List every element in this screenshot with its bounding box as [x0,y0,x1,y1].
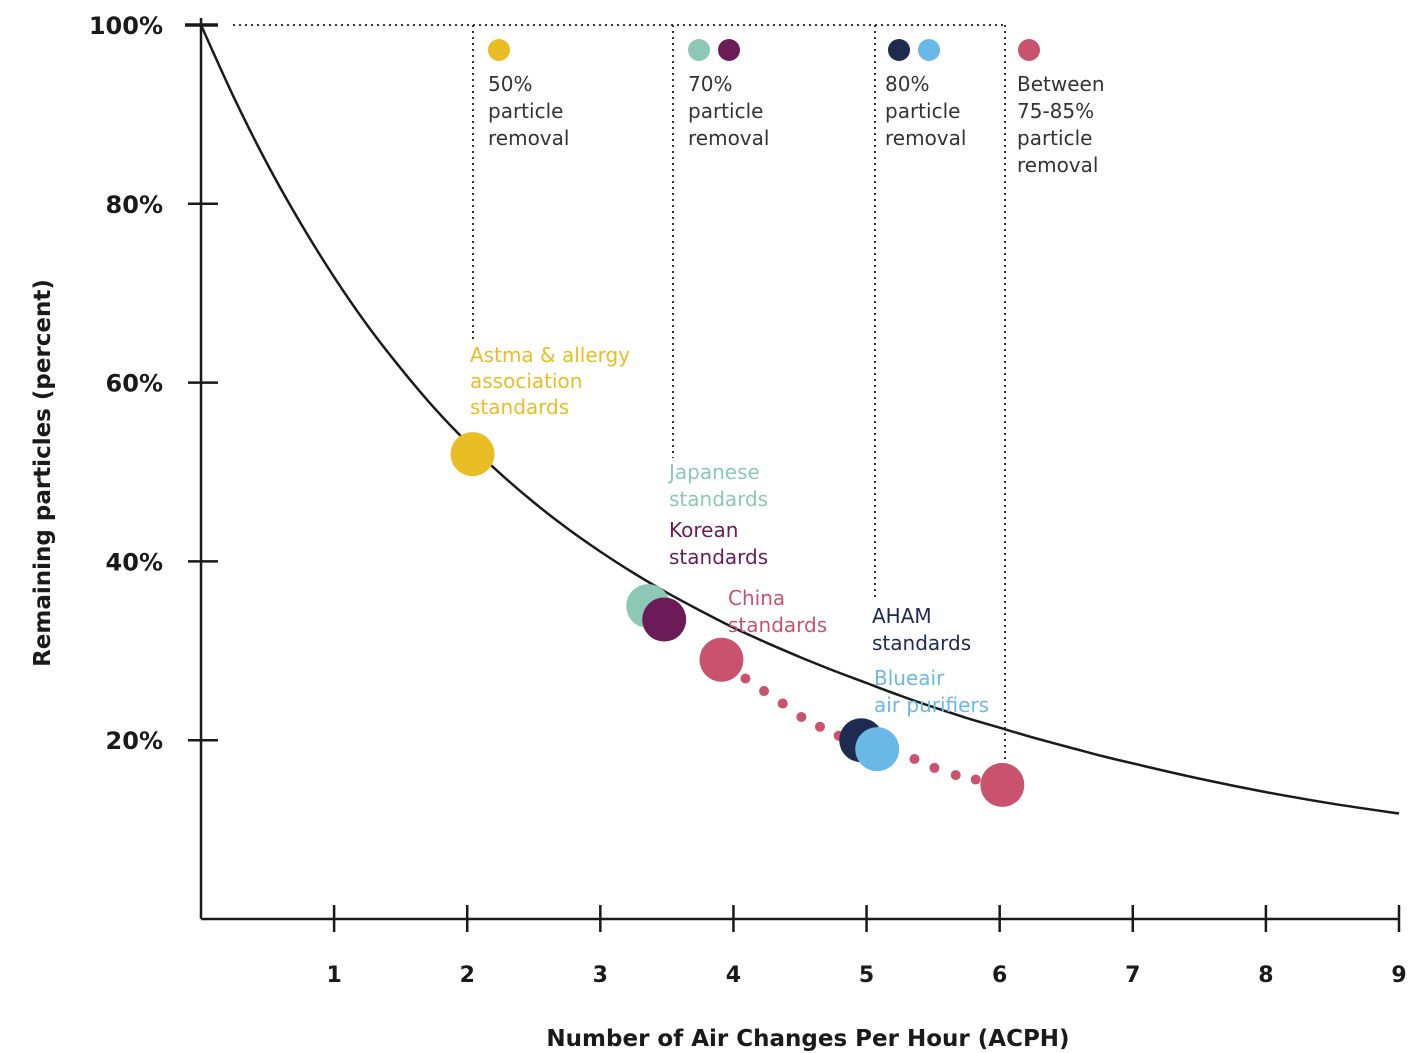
data-points [450,432,1025,807]
x-ticks: 1 2 3 4 5 6 7 8 9 [326,905,1407,988]
decay-curve [199,24,1400,815]
annotation-astma-line1: Astma & allergy [470,343,630,367]
legend: 50% particle removal 70% particle remova… [488,39,1111,177]
annotation-aham: AHAM standards [872,604,971,655]
legend-80-line2: particle [885,99,960,123]
legend-group-50: 50% particle removal [488,39,570,150]
minor-point [796,711,807,722]
legend-text-50: 50% particle removal [488,72,570,150]
reference-lines [233,24,1006,760]
annotation-blueair-line2: air purifiers [874,693,989,717]
y-tick-label: 100% [89,12,163,40]
axes [199,18,1399,921]
point-china-standards [699,637,744,682]
legend-dot-80-a [888,39,910,61]
x-tick-label: 6 [992,963,1007,988]
x-tick-label: 7 [1125,963,1140,988]
annotation-aham-line1: AHAM [872,604,932,628]
legend-dot-50-a [488,39,510,61]
annotation-china-line2: standards [728,613,827,637]
y-tick-label: 80% [106,191,163,219]
legend-70-line2: particle [688,99,763,123]
legend-text-75-85: Between 75-85% particle removal [1017,72,1111,177]
legend-70-line3: removal [688,126,769,150]
annotation-astma: Astma & allergy association standards [470,343,636,419]
legend-75-85-line1: Between [1017,72,1105,96]
annotation-aham-line2: standards [872,631,971,655]
legend-dot-70-b [718,39,740,61]
annotation-japanese: Japanese standards [667,460,768,511]
x-axis-title: Number of Air Changes Per Hour (ACPH) [546,1026,1069,1052]
annotation-korean-line1: Korean [669,518,738,542]
x-tick-label: 4 [726,963,741,988]
annotation-blueair-line1: Blueair [874,666,945,690]
legend-group-70: 70% particle removal [688,39,770,150]
y-tick-label: 20% [106,727,163,755]
minor-point [759,686,770,697]
legend-70-line1: 70% [688,72,732,96]
minor-points [740,673,981,785]
legend-80-line3: removal [885,126,966,150]
minor-point [740,673,751,684]
x-tick-label: 9 [1391,963,1406,988]
legend-group-75-85: Between 75-85% particle removal [1017,39,1111,177]
legend-80-line1: 80% [885,72,929,96]
minor-point [970,774,981,785]
annotation-blueair: Blueair air purifiers [874,666,989,717]
legend-dot-75-85-a [1018,39,1040,61]
y-ticks: 20% 40% 60% 80% 100% [89,12,218,755]
annotation-china: China standards [728,586,827,637]
point-korean-standards [642,597,687,642]
annotation-japanese-line2: standards [669,487,768,511]
x-tick-label: 8 [1258,963,1273,988]
legend-50-line1: 50% [488,72,532,96]
y-tick-label: 40% [106,548,163,576]
x-tick-label: 2 [460,963,475,988]
annotation-japanese-line1: Japanese [667,460,760,484]
x-tick-label: 5 [859,963,874,988]
minor-point [950,770,961,781]
minor-point [777,698,788,709]
y-axis-title: Remaining particles (percent) [30,279,56,667]
legend-50-line2: particle [488,99,563,123]
legend-50-line3: removal [488,126,569,150]
annotation-china-line1: China [728,586,785,610]
legend-75-85-line3: particle [1017,126,1092,150]
minor-point [929,762,940,773]
point-between-75-85-particle-removal [980,762,1025,807]
point-astma-allergy-association-standards [450,432,495,477]
legend-text-80: 80% particle removal [885,72,967,150]
legend-text-70: 70% particle removal [688,72,770,150]
minor-point [814,721,825,732]
minor-point [909,753,920,764]
point-blueair-air-purifiers [855,727,900,772]
legend-75-85-line2: 75-85% [1017,99,1094,123]
x-tick-label: 1 [326,963,341,988]
annotation-korean: Korean standards [669,518,768,569]
legend-dot-70-a [688,39,710,61]
legend-group-80: 80% particle removal [885,39,967,150]
x-tick-label: 3 [593,963,608,988]
annotation-astma-line3: standards [470,395,569,419]
annotation-korean-line2: standards [669,545,768,569]
legend-75-85-line4: removal [1017,153,1098,177]
annotation-astma-line2: association [470,369,582,393]
y-tick-label: 60% [106,370,163,398]
legend-dot-80-b [918,39,940,61]
